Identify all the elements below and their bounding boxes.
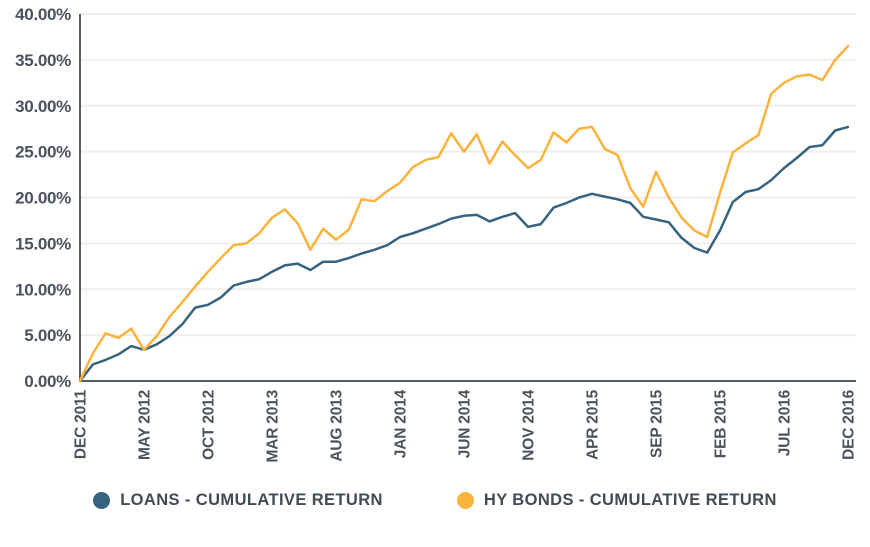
loans-series-label: LOANS - CUMULATIVE RETURN xyxy=(120,491,383,509)
x-tick-label: JUN 2014 xyxy=(457,389,474,458)
y-tick-label: 30.00% xyxy=(15,97,71,116)
y-tick-label: 25.00% xyxy=(15,143,71,162)
chart-plot-area: 40.00% 35.00% 30.00% 25.00% 20.00% 15.00% 10.0… xyxy=(15,5,858,463)
legend-item-hy-bonds: HY BONDS - CUMULATIVE RETURN xyxy=(456,491,777,510)
hy-bonds-line xyxy=(78,44,850,383)
loans-line xyxy=(78,125,850,383)
legend-item-loans: LOANS - CUMULATIVE RETURN xyxy=(93,491,383,510)
chart-legend: LOANS - CUMULATIVE RETURN HY BONDS - CUM… xyxy=(0,491,870,510)
x-tick-label: APR 2015 xyxy=(585,389,602,459)
x-tick-label: FEB 2015 xyxy=(713,389,730,458)
y-tick-label: 10.00% xyxy=(15,280,71,299)
x-tick-label: JUL 2016 xyxy=(777,389,794,456)
hy-bonds-series-dot-icon xyxy=(456,492,474,509)
y-tick-label: 40.00% xyxy=(15,5,71,24)
x-tick-label: MAY 2012 xyxy=(137,390,154,460)
y-tick-label: 20.00% xyxy=(15,189,71,208)
y-tick-label: 0.00% xyxy=(24,372,71,391)
hy-bonds-series-label: HY BONDS - CUMULATIVE RETURN xyxy=(483,491,777,509)
x-tick-label: SEP 2015 xyxy=(649,389,666,458)
x-tick-label: MAR 2013 xyxy=(265,389,282,462)
loans-series-dot-icon xyxy=(93,492,111,509)
y-tick-label: 5.00% xyxy=(24,326,71,345)
x-tick-label: DEC 2011 xyxy=(73,389,90,459)
x-tick-label: JAN 2014 xyxy=(393,389,410,458)
y-tick-label: 15.00% xyxy=(15,234,71,253)
x-tick-label: AUG 2013 xyxy=(329,389,346,461)
y-tick-label: 35.00% xyxy=(15,51,71,70)
x-tick-label: NOV 2014 xyxy=(521,389,538,460)
x-tick-label: DEC 2016 xyxy=(841,389,858,459)
x-tick-label: OCT 2012 xyxy=(201,390,218,460)
